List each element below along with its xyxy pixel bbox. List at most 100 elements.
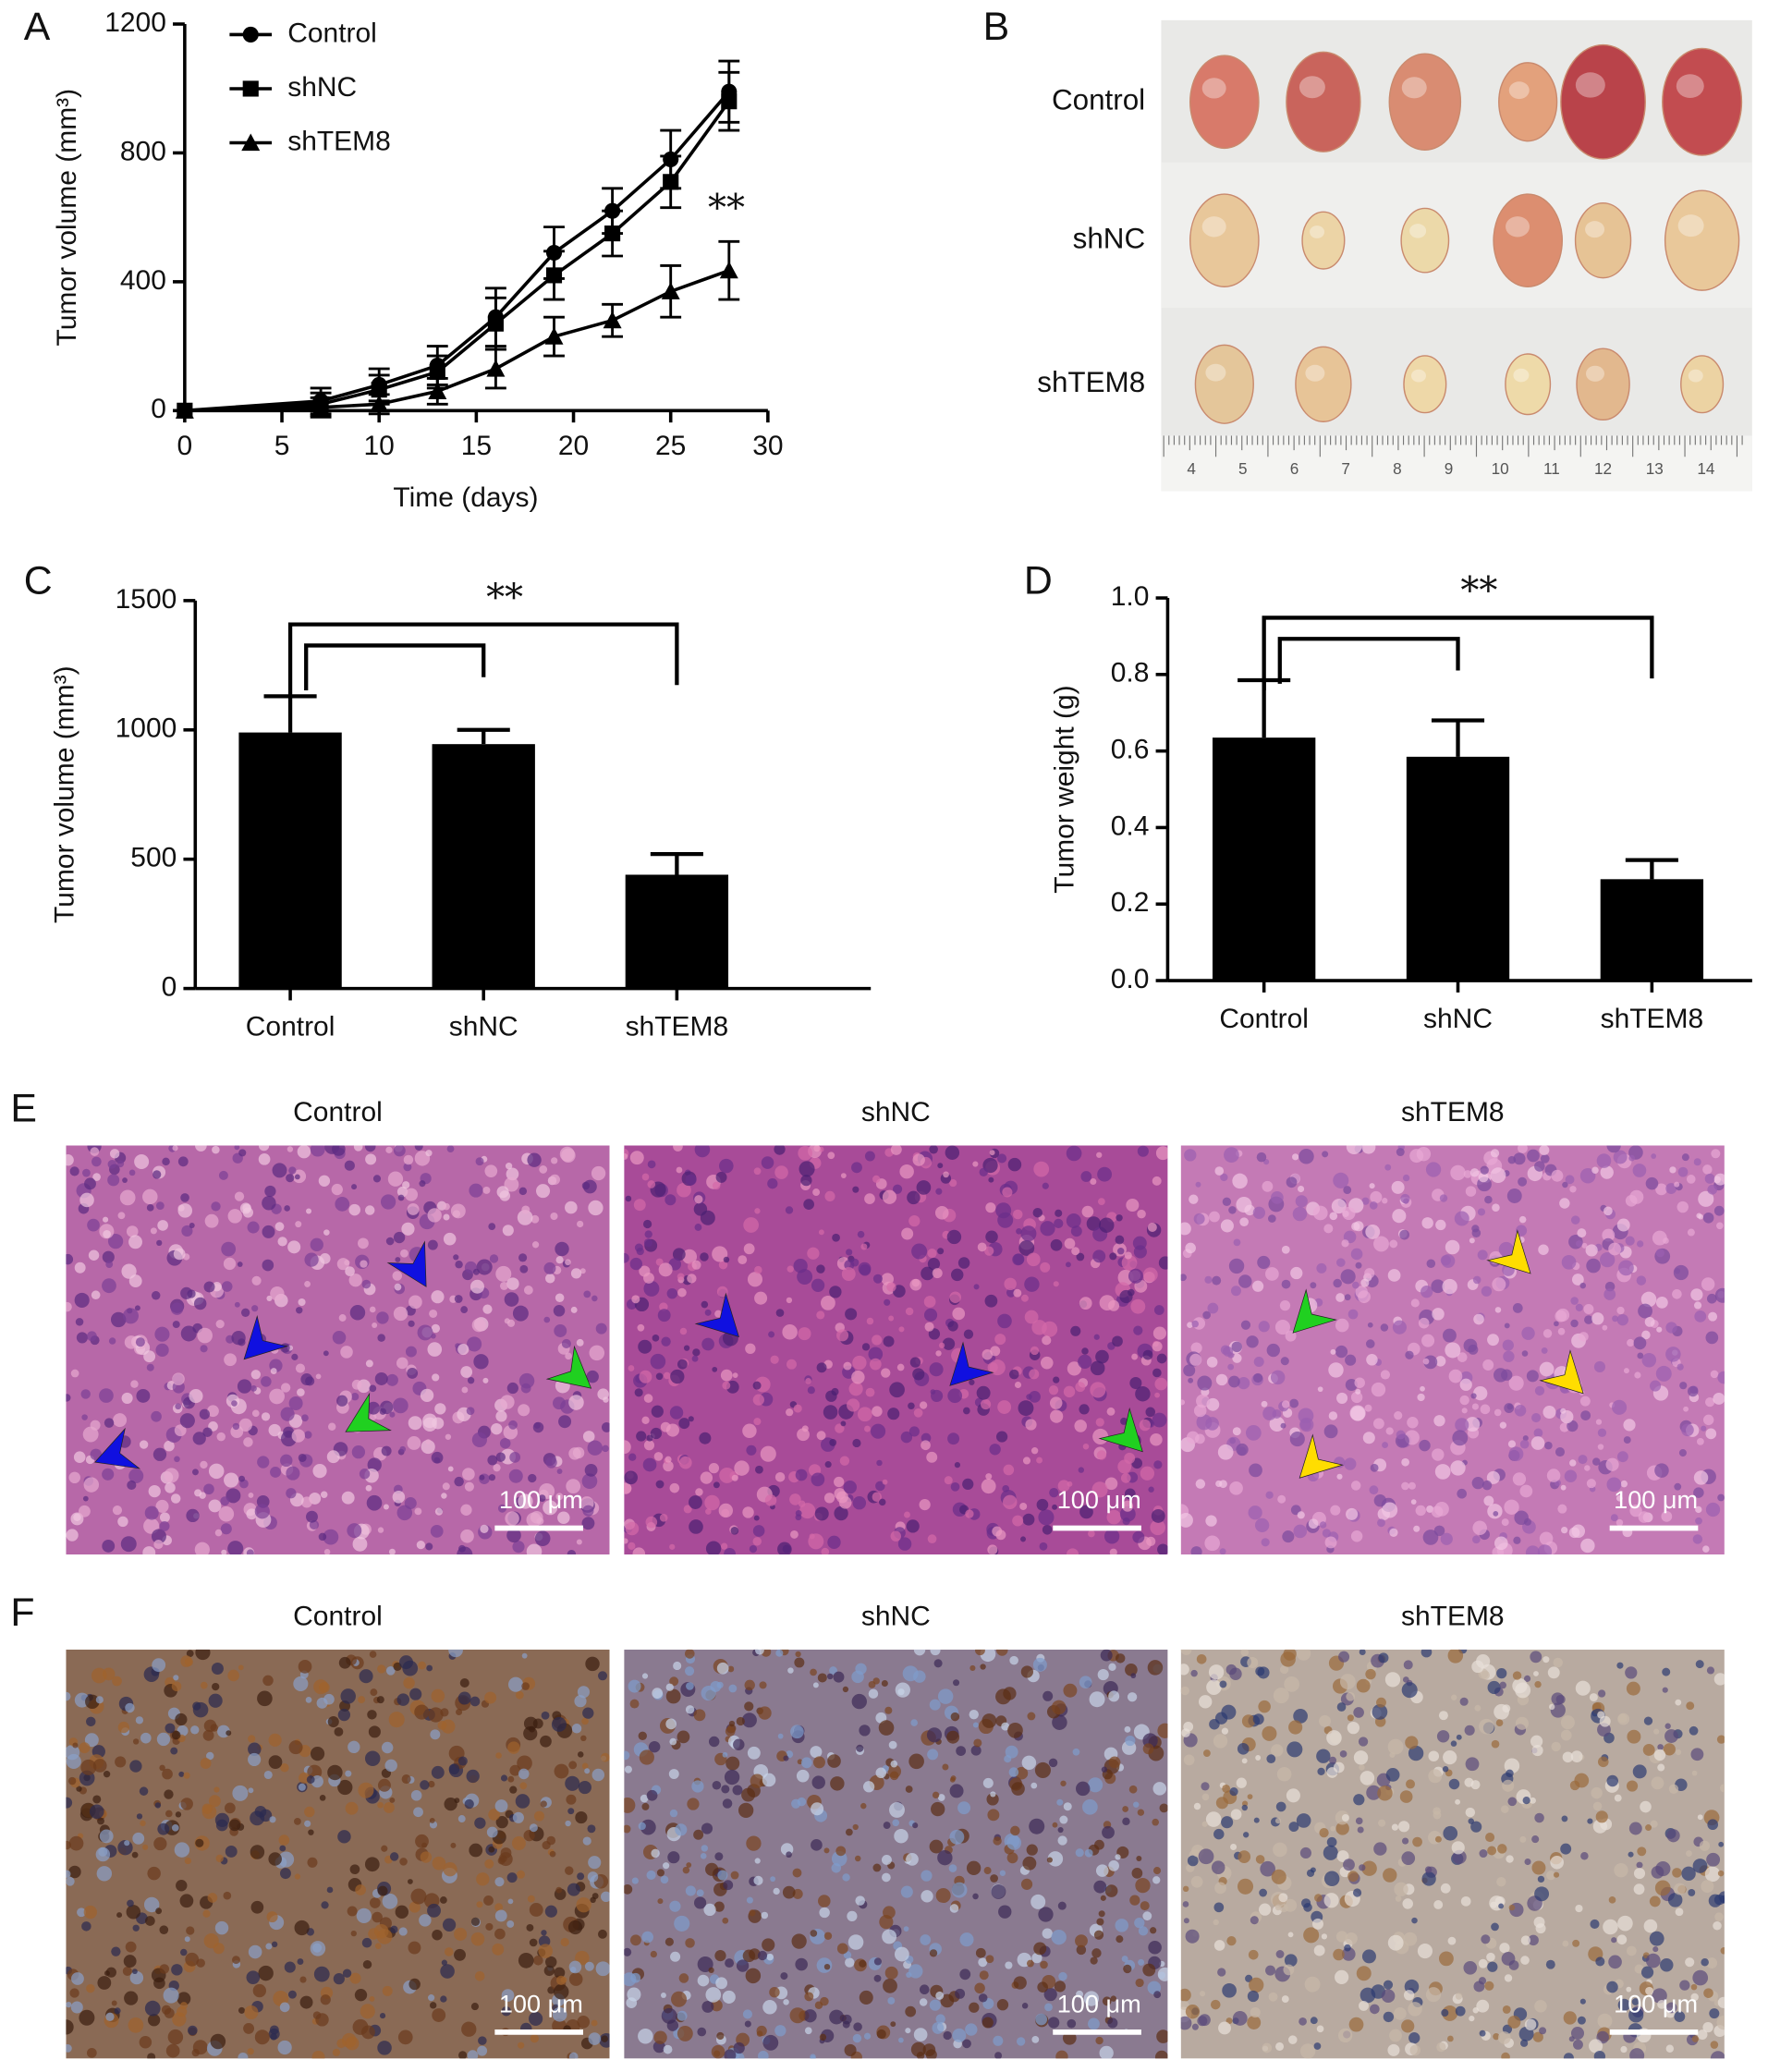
cell xyxy=(1204,1535,1221,1552)
cell xyxy=(699,1432,712,1444)
tumor-highlight xyxy=(1688,369,1703,383)
cell xyxy=(1035,2013,1048,2026)
cell xyxy=(232,1422,240,1431)
cell xyxy=(444,1797,457,1811)
cell xyxy=(1530,1735,1543,1748)
cell xyxy=(1436,1730,1450,1743)
cell xyxy=(582,1179,597,1194)
cell xyxy=(178,1771,185,1777)
cell xyxy=(370,1688,378,1697)
cell xyxy=(1655,1861,1671,1877)
cell xyxy=(907,1190,921,1205)
cell xyxy=(271,1941,278,1947)
cell xyxy=(1001,1722,1010,1731)
tumor-highlight xyxy=(1401,77,1427,99)
cell xyxy=(1323,1893,1339,1908)
cell xyxy=(407,1436,421,1450)
cell xyxy=(985,1202,996,1213)
cell xyxy=(530,1511,543,1524)
x-tick-label: 25 xyxy=(655,431,686,461)
cell xyxy=(949,1829,965,1845)
cell xyxy=(1664,1729,1678,1743)
cell xyxy=(1248,1949,1259,1960)
legend-marker xyxy=(241,133,261,152)
cell xyxy=(929,1999,941,2011)
cell xyxy=(186,1926,195,1935)
cell xyxy=(156,1732,171,1747)
cell xyxy=(398,1655,413,1670)
cell xyxy=(829,1666,837,1675)
cell xyxy=(1079,1505,1093,1519)
cell xyxy=(1627,1729,1641,1744)
cell xyxy=(1219,1548,1226,1555)
cell xyxy=(582,1707,594,1719)
cell xyxy=(1107,2017,1118,2029)
cell xyxy=(1079,1297,1092,1310)
cell xyxy=(1508,1446,1524,1462)
cell xyxy=(200,1460,208,1469)
cell xyxy=(279,1845,287,1852)
cell xyxy=(1357,1826,1364,1834)
cell xyxy=(1523,1675,1531,1682)
cell xyxy=(576,1539,582,1545)
series-line xyxy=(184,269,730,413)
cell xyxy=(1354,1377,1365,1388)
cell xyxy=(471,1318,486,1333)
cell xyxy=(1360,1278,1370,1287)
cell xyxy=(261,1412,271,1421)
cell xyxy=(1201,1793,1210,1801)
cell xyxy=(1262,1180,1274,1192)
cell xyxy=(704,1494,720,1511)
cell xyxy=(708,1967,714,1973)
cell xyxy=(789,2007,806,2024)
cell xyxy=(754,1858,761,1864)
cell xyxy=(1314,1894,1323,1902)
cell xyxy=(1191,2023,1199,2030)
cell xyxy=(361,1937,372,1948)
cell xyxy=(505,1511,519,1526)
cell xyxy=(1274,1320,1290,1335)
cell xyxy=(492,1943,505,1956)
bar xyxy=(238,732,342,989)
cell xyxy=(1350,1391,1363,1404)
cell xyxy=(1629,1504,1642,1517)
cell xyxy=(1382,1198,1388,1204)
cell xyxy=(625,1521,640,1536)
cell xyxy=(251,1275,262,1286)
cell xyxy=(348,1274,362,1287)
cell xyxy=(1519,1439,1530,1449)
cell xyxy=(1338,1651,1350,1663)
cell xyxy=(1029,1369,1040,1380)
cell xyxy=(1503,1350,1515,1362)
x-tick-label: shTEM8 xyxy=(1601,1004,1704,1034)
cell xyxy=(829,1286,842,1298)
cell xyxy=(634,1388,643,1397)
cell xyxy=(696,1889,704,1897)
cell xyxy=(536,1184,551,1199)
cell xyxy=(583,1290,591,1298)
cell xyxy=(1433,1807,1441,1816)
cell xyxy=(278,1834,290,1846)
cell xyxy=(1011,1782,1025,1796)
cell xyxy=(774,1145,786,1155)
cell xyxy=(1108,1860,1119,1871)
cell xyxy=(655,1258,664,1266)
cell xyxy=(128,1274,142,1288)
cell xyxy=(365,1359,373,1368)
cell xyxy=(1205,1515,1217,1527)
cell xyxy=(949,1291,962,1304)
bar xyxy=(625,874,729,989)
cell xyxy=(994,1334,1006,1346)
cell xyxy=(1528,1934,1539,1946)
cell xyxy=(1043,1987,1057,2002)
cell xyxy=(305,1376,315,1386)
cell xyxy=(1628,2007,1644,2023)
cell xyxy=(669,1809,678,1818)
cell xyxy=(294,1873,301,1880)
cell xyxy=(1551,1692,1565,1706)
cell xyxy=(79,1505,91,1517)
cell xyxy=(1268,1214,1276,1223)
cell xyxy=(311,2050,325,2059)
cell xyxy=(930,1649,941,1656)
cell xyxy=(97,1817,104,1825)
